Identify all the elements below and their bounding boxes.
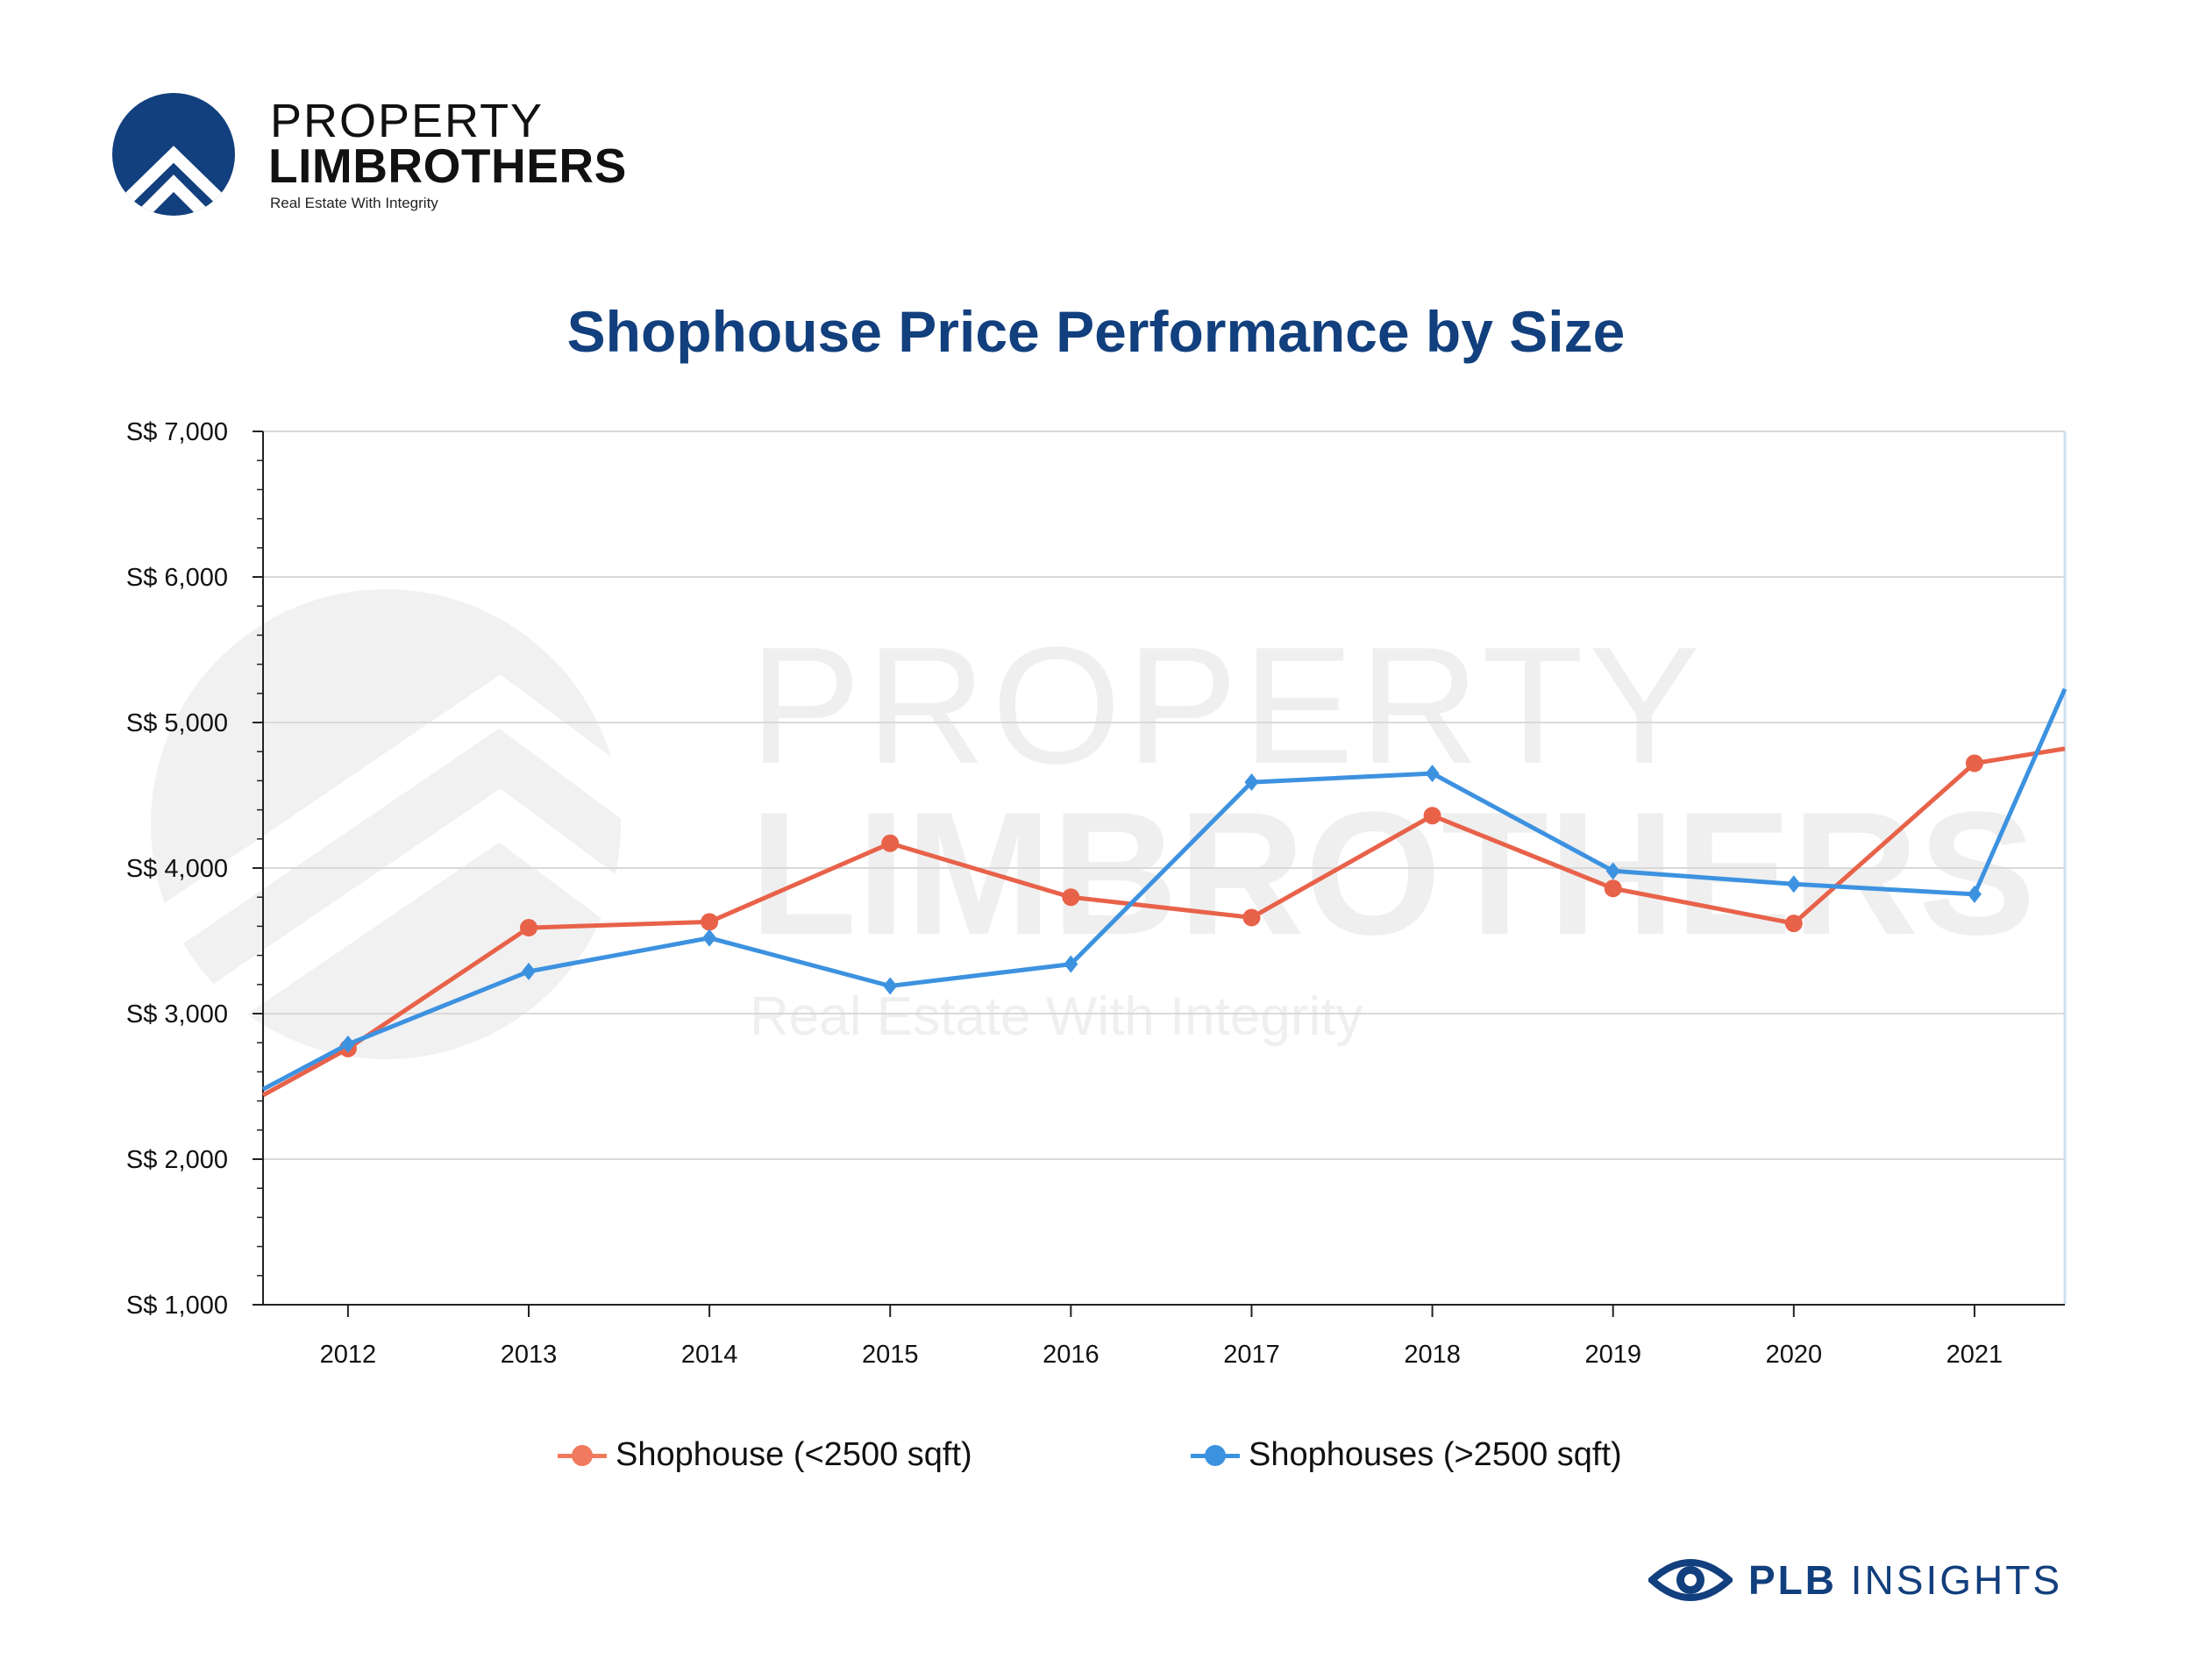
series-line-2 xyxy=(261,687,2067,1092)
y-tick-label: S$ 6,000 xyxy=(126,564,228,592)
logo-mark-icon xyxy=(112,93,235,216)
data-point xyxy=(1244,773,1259,792)
legend-swatch-large xyxy=(1191,1442,1240,1469)
data-point xyxy=(1064,955,1078,973)
eye-icon xyxy=(1648,1559,1733,1601)
data-point xyxy=(519,919,537,937)
x-tick-label: 2015 xyxy=(862,1341,919,1369)
y-tick-label: S$ 4,000 xyxy=(126,855,228,883)
data-point xyxy=(1965,754,1983,772)
brand-plb: PLB xyxy=(1748,1557,1837,1603)
watermark-line1: PROPERTY xyxy=(750,613,1705,799)
x-tick-label: 2021 xyxy=(1946,1341,2003,1369)
data-point xyxy=(1784,915,1803,933)
chart-title: Shophouse Price Performance by Size xyxy=(566,299,1626,364)
y-tick-label: S$ 2,000 xyxy=(126,1146,228,1174)
data-point xyxy=(1967,885,1982,903)
legend-label-large: Shophouses (>2500 sqft) xyxy=(1249,1436,1622,1473)
plb-insights-brand: PLB INSIGHTS xyxy=(1648,1552,2062,1608)
y-tick-label: S$ 5,000 xyxy=(126,709,228,737)
legend-item-small[interactable]: Shophouse (<2500 sqft) xyxy=(558,1436,972,1474)
x-tick-label: 2017 xyxy=(1223,1341,1280,1369)
series-line-1 xyxy=(261,746,2066,1098)
x-axis-ticks: 2012 2013 2014 2015 2016 2017 2018 2019 2020 2021 xyxy=(320,1305,2003,1369)
y-axis-ticks: S$ 1,000 S$ 2,000 S$ 3,000 S$ 4,000 S$ 5,000… xyxy=(126,418,263,1320)
x-tick-label: 2019 xyxy=(1584,1341,1641,1369)
brand-insights: INSIGHTS xyxy=(1850,1557,2063,1603)
company-logo: PROPERTY LIMBROTHERS Real Estate With In… xyxy=(112,91,638,223)
data-point xyxy=(1425,765,1440,783)
legend-label-small: Shophouse (<2500 sqft) xyxy=(616,1436,972,1473)
y-tick-label: S$ 3,000 xyxy=(126,1000,228,1029)
grid-lines xyxy=(263,431,2065,1160)
data-point xyxy=(521,962,536,980)
logo-word-property: PROPERTY xyxy=(270,95,544,147)
data-point xyxy=(1604,879,1622,898)
watermark: PROPERTY LIMBROTHERS Real Estate With In… xyxy=(151,589,2036,1059)
data-point xyxy=(1423,807,1441,825)
data-point xyxy=(883,977,898,995)
y-tick-label: S$ 1,000 xyxy=(126,1292,228,1320)
x-tick-label: 2020 xyxy=(1766,1341,1823,1369)
x-tick-label: 2012 xyxy=(320,1341,377,1369)
data-point xyxy=(1062,888,1080,907)
legend-swatch-small xyxy=(558,1442,607,1469)
data-point xyxy=(1786,875,1801,893)
series-layer xyxy=(261,687,2067,1098)
series-2 xyxy=(261,687,2067,1092)
x-tick-label: 2018 xyxy=(1404,1341,1461,1369)
series-1 xyxy=(261,746,2066,1098)
logo-word-limbrothers: LIMBROTHERS xyxy=(268,139,627,193)
legend: Shophouse (<2500 sqft) Shophouses (>2500… xyxy=(0,1436,2192,1489)
data-point xyxy=(1605,862,1620,880)
data-point xyxy=(340,1035,355,1053)
x-tick-label: 2016 xyxy=(1043,1341,1100,1369)
y-tick-label: S$ 7,000 xyxy=(126,418,228,446)
data-point xyxy=(702,929,717,947)
logo-tagline: Real Estate With Integrity xyxy=(270,195,438,211)
legend-item-large[interactable]: Shophouses (>2500 sqft) xyxy=(1191,1436,1622,1474)
watermark-tagline: Real Estate With Integrity xyxy=(750,986,1363,1047)
data-point xyxy=(881,834,900,852)
x-tick-label: 2013 xyxy=(501,1341,558,1369)
watermark-line2: LIMBROTHERS xyxy=(750,776,2036,972)
data-point xyxy=(701,913,719,931)
data-point xyxy=(1242,908,1261,927)
x-tick-label: 2014 xyxy=(681,1341,738,1369)
